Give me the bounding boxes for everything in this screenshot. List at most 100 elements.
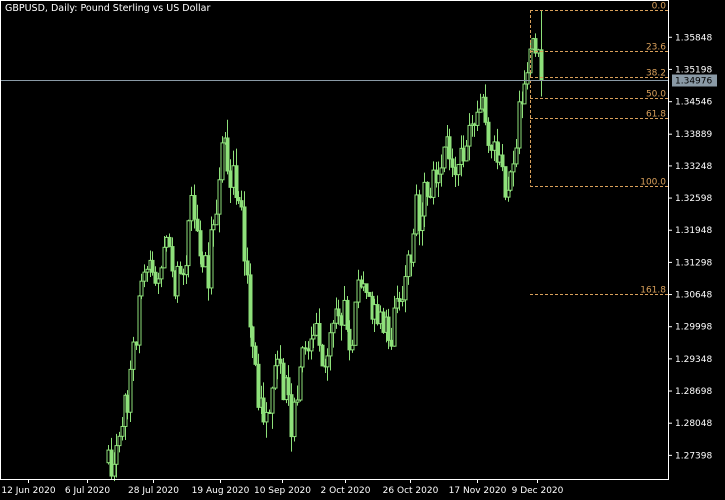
- candle: [347, 320, 352, 361]
- candle: [156, 272, 161, 294]
- y-tick-label: 1.29348: [675, 355, 712, 365]
- y-tick-label: 1.35848: [675, 33, 712, 43]
- y-tick: 1.35198: [669, 65, 712, 75]
- fib-level[interactable]: 100.0: [530, 178, 669, 188]
- candle: [264, 402, 269, 438]
- candle: [475, 100, 480, 131]
- candle: [353, 301, 358, 346]
- candles-layer: [106, 9, 544, 482]
- y-tick: 1.28698: [669, 387, 712, 397]
- candle: [403, 265, 408, 313]
- candle: [350, 339, 355, 353]
- candle: [120, 417, 125, 441]
- candle: [478, 93, 483, 113]
- candle: [503, 166, 508, 201]
- x-tick-label: 12 Jun 2020: [1, 486, 55, 496]
- candle: [331, 319, 336, 348]
- candle: [150, 251, 155, 276]
- y-tick-label: 1.28698: [675, 387, 712, 397]
- candle: [139, 273, 144, 300]
- candle: [486, 117, 491, 154]
- fib-level[interactable]: 0.0: [530, 2, 669, 12]
- fib-level[interactable]: 161.8: [530, 286, 669, 296]
- x-tick: 9 Dec 2020: [512, 480, 564, 496]
- candle: [533, 33, 538, 57]
- candle: [253, 342, 258, 367]
- plot-frame: [0, 0, 669, 480]
- candle: [539, 9, 544, 97]
- y-tick: 1.31948: [669, 226, 712, 236]
- x-tick: 17 Nov 2020: [449, 480, 507, 496]
- y-tick-label: 1.30648: [675, 291, 712, 301]
- candle: [406, 250, 411, 285]
- y-tick-label: 1.31948: [675, 226, 712, 236]
- candle: [236, 191, 241, 204]
- candle: [386, 308, 391, 350]
- candle: [292, 397, 297, 442]
- candle: [436, 161, 441, 198]
- candle: [320, 343, 325, 367]
- x-tick: 19 Aug 2020: [192, 480, 250, 496]
- x-tick: 28 Jul 2020: [128, 480, 179, 496]
- fib-level-label: 50.0: [646, 90, 666, 100]
- candle: [137, 295, 142, 354]
- candle: [456, 163, 461, 186]
- y-tick-label: 1.33248: [675, 162, 712, 172]
- candle: [356, 269, 361, 309]
- candle: [239, 190, 244, 211]
- fib-level[interactable]: 38.2: [530, 69, 669, 79]
- candle: [192, 184, 197, 229]
- x-tick-label: 6 Jul 2020: [65, 486, 110, 496]
- fib-level[interactable]: 23.6: [530, 43, 669, 53]
- price-box-value: 1.34976: [675, 77, 712, 87]
- fib-level-label: 23.6: [646, 43, 666, 53]
- fib-level[interactable]: 61.8: [530, 110, 669, 120]
- candle: [250, 325, 255, 358]
- candle: [159, 265, 164, 288]
- candle: [517, 90, 522, 155]
- x-tick-label: 2 Oct 2020: [321, 486, 371, 496]
- fib-level[interactable]: 50.0: [530, 90, 669, 100]
- fibonacci-levels[interactable]: 0.0 23.6 38.2 50.0 61.8 100.0 161.8: [530, 2, 669, 296]
- candle: [525, 62, 530, 90]
- x-tick-label: 9 Dec 2020: [512, 486, 564, 496]
- candle: [178, 261, 183, 275]
- candle: [447, 128, 452, 171]
- fib-level-label: 38.2: [646, 69, 666, 79]
- candle: [450, 148, 455, 178]
- candle: [109, 437, 114, 480]
- candle: [500, 143, 505, 172]
- candle: [514, 138, 519, 168]
- x-tick: 6 Jul 2020: [65, 480, 110, 496]
- candle: [117, 431, 122, 453]
- chart-title: GBPUSD, Daily: Pound Sterling vs US Doll…: [5, 3, 211, 14]
- y-tick: 1.33889: [669, 130, 712, 140]
- candle: [311, 323, 316, 348]
- y-tick: 1.35848: [669, 33, 712, 43]
- candle: [286, 365, 291, 406]
- x-tick: 26 Oct 2020: [383, 480, 439, 496]
- y-tick: 1.33248: [669, 162, 712, 172]
- candle: [131, 336, 136, 381]
- candle: [256, 353, 261, 411]
- x-tick: 12 Jun 2020: [1, 480, 56, 496]
- y-tick: 1.29348: [669, 355, 712, 365]
- candle: [317, 308, 322, 352]
- current-price-label: 1.34976: [672, 74, 717, 87]
- candle: [431, 161, 436, 205]
- candle: [234, 148, 239, 205]
- candle: [217, 167, 222, 233]
- y-tick-label: 1.34546: [675, 98, 712, 108]
- y-tick: 1.34546: [669, 98, 712, 108]
- fib-level-label: 61.8: [646, 110, 666, 120]
- fib-level-label: 0.0: [652, 2, 667, 12]
- y-tick-label: 1.33889: [675, 130, 712, 140]
- candle: [508, 170, 513, 192]
- y-tick: 1.31298: [669, 258, 712, 268]
- candle: [298, 365, 303, 402]
- y-tick: 1.32598: [669, 194, 712, 204]
- candle: [142, 264, 147, 288]
- fib-level-label: 161.8: [640, 286, 666, 296]
- candle: [417, 189, 422, 246]
